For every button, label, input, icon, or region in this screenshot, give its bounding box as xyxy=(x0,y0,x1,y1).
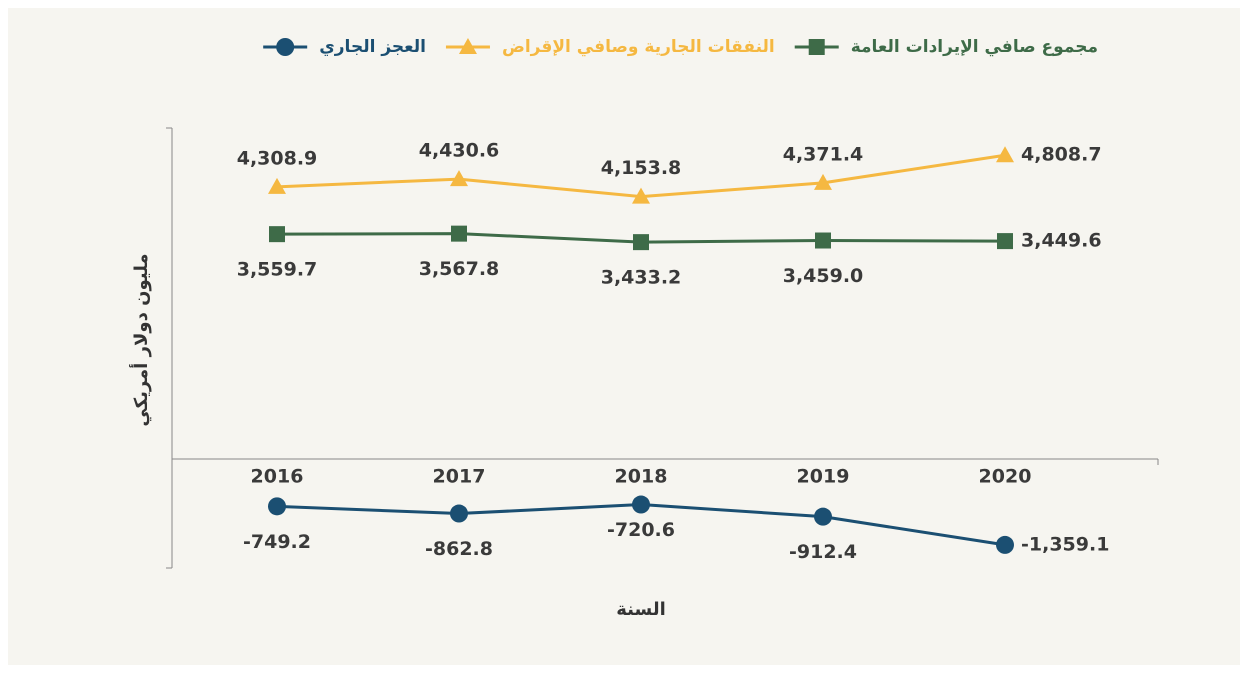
data-label: 4,430.6 xyxy=(419,140,500,162)
marker xyxy=(450,170,468,187)
data-label: 4,153.8 xyxy=(601,157,682,179)
data-label: -1,359.1 xyxy=(1021,533,1109,555)
x-tick-label: 2016 xyxy=(251,466,304,488)
data-label: -720.6 xyxy=(607,519,675,541)
x-axis-label: السنة xyxy=(616,599,666,620)
marker xyxy=(633,234,649,251)
marker xyxy=(997,233,1013,250)
legend-label: النفقات الجارية وصافي الإقراض xyxy=(502,37,775,57)
marker xyxy=(996,535,1014,554)
legend-item: العجز الجاري xyxy=(263,37,426,57)
legend-item: النفقات الجارية وصافي الإقراض xyxy=(445,37,775,57)
marker xyxy=(632,187,650,204)
x-tick-label: 2017 xyxy=(433,466,486,488)
marker xyxy=(814,173,832,190)
y-axis-label: مليون دولار أمريكي xyxy=(129,253,152,426)
background xyxy=(8,8,1240,665)
marker xyxy=(268,497,286,516)
marker xyxy=(814,507,832,526)
marker xyxy=(450,504,468,523)
legend-label: العجز الجاري xyxy=(319,37,426,57)
marker xyxy=(269,226,285,243)
data-label: 3,567.8 xyxy=(419,258,500,280)
data-label: 4,308.9 xyxy=(237,147,318,169)
marker xyxy=(996,146,1014,163)
data-label: -912.4 xyxy=(789,541,857,563)
x-tick-label: 2018 xyxy=(615,466,668,488)
data-label: 3,559.7 xyxy=(237,259,318,281)
marker xyxy=(451,225,467,242)
data-label: 4,808.7 xyxy=(1021,144,1102,166)
data-label: 3,459.0 xyxy=(783,265,864,287)
marker xyxy=(276,38,295,56)
data-label: 4,371.4 xyxy=(783,143,864,165)
marker xyxy=(815,232,831,249)
data-label: -749.2 xyxy=(243,531,311,553)
legend-label: مجموع صافي الإيرادات العامة xyxy=(851,37,1098,57)
marker xyxy=(808,39,825,55)
marker xyxy=(632,495,650,514)
data-label: -862.8 xyxy=(425,538,493,560)
marker xyxy=(458,38,477,54)
marker xyxy=(268,177,286,194)
x-tick-label: 2019 xyxy=(797,466,850,488)
data-label: 3,433.2 xyxy=(601,267,682,289)
data-label: 3,449.6 xyxy=(1021,230,1102,252)
x-tick-label: 2020 xyxy=(979,466,1032,488)
legend-item: مجموع صافي الإيرادات العامة xyxy=(794,37,1098,57)
